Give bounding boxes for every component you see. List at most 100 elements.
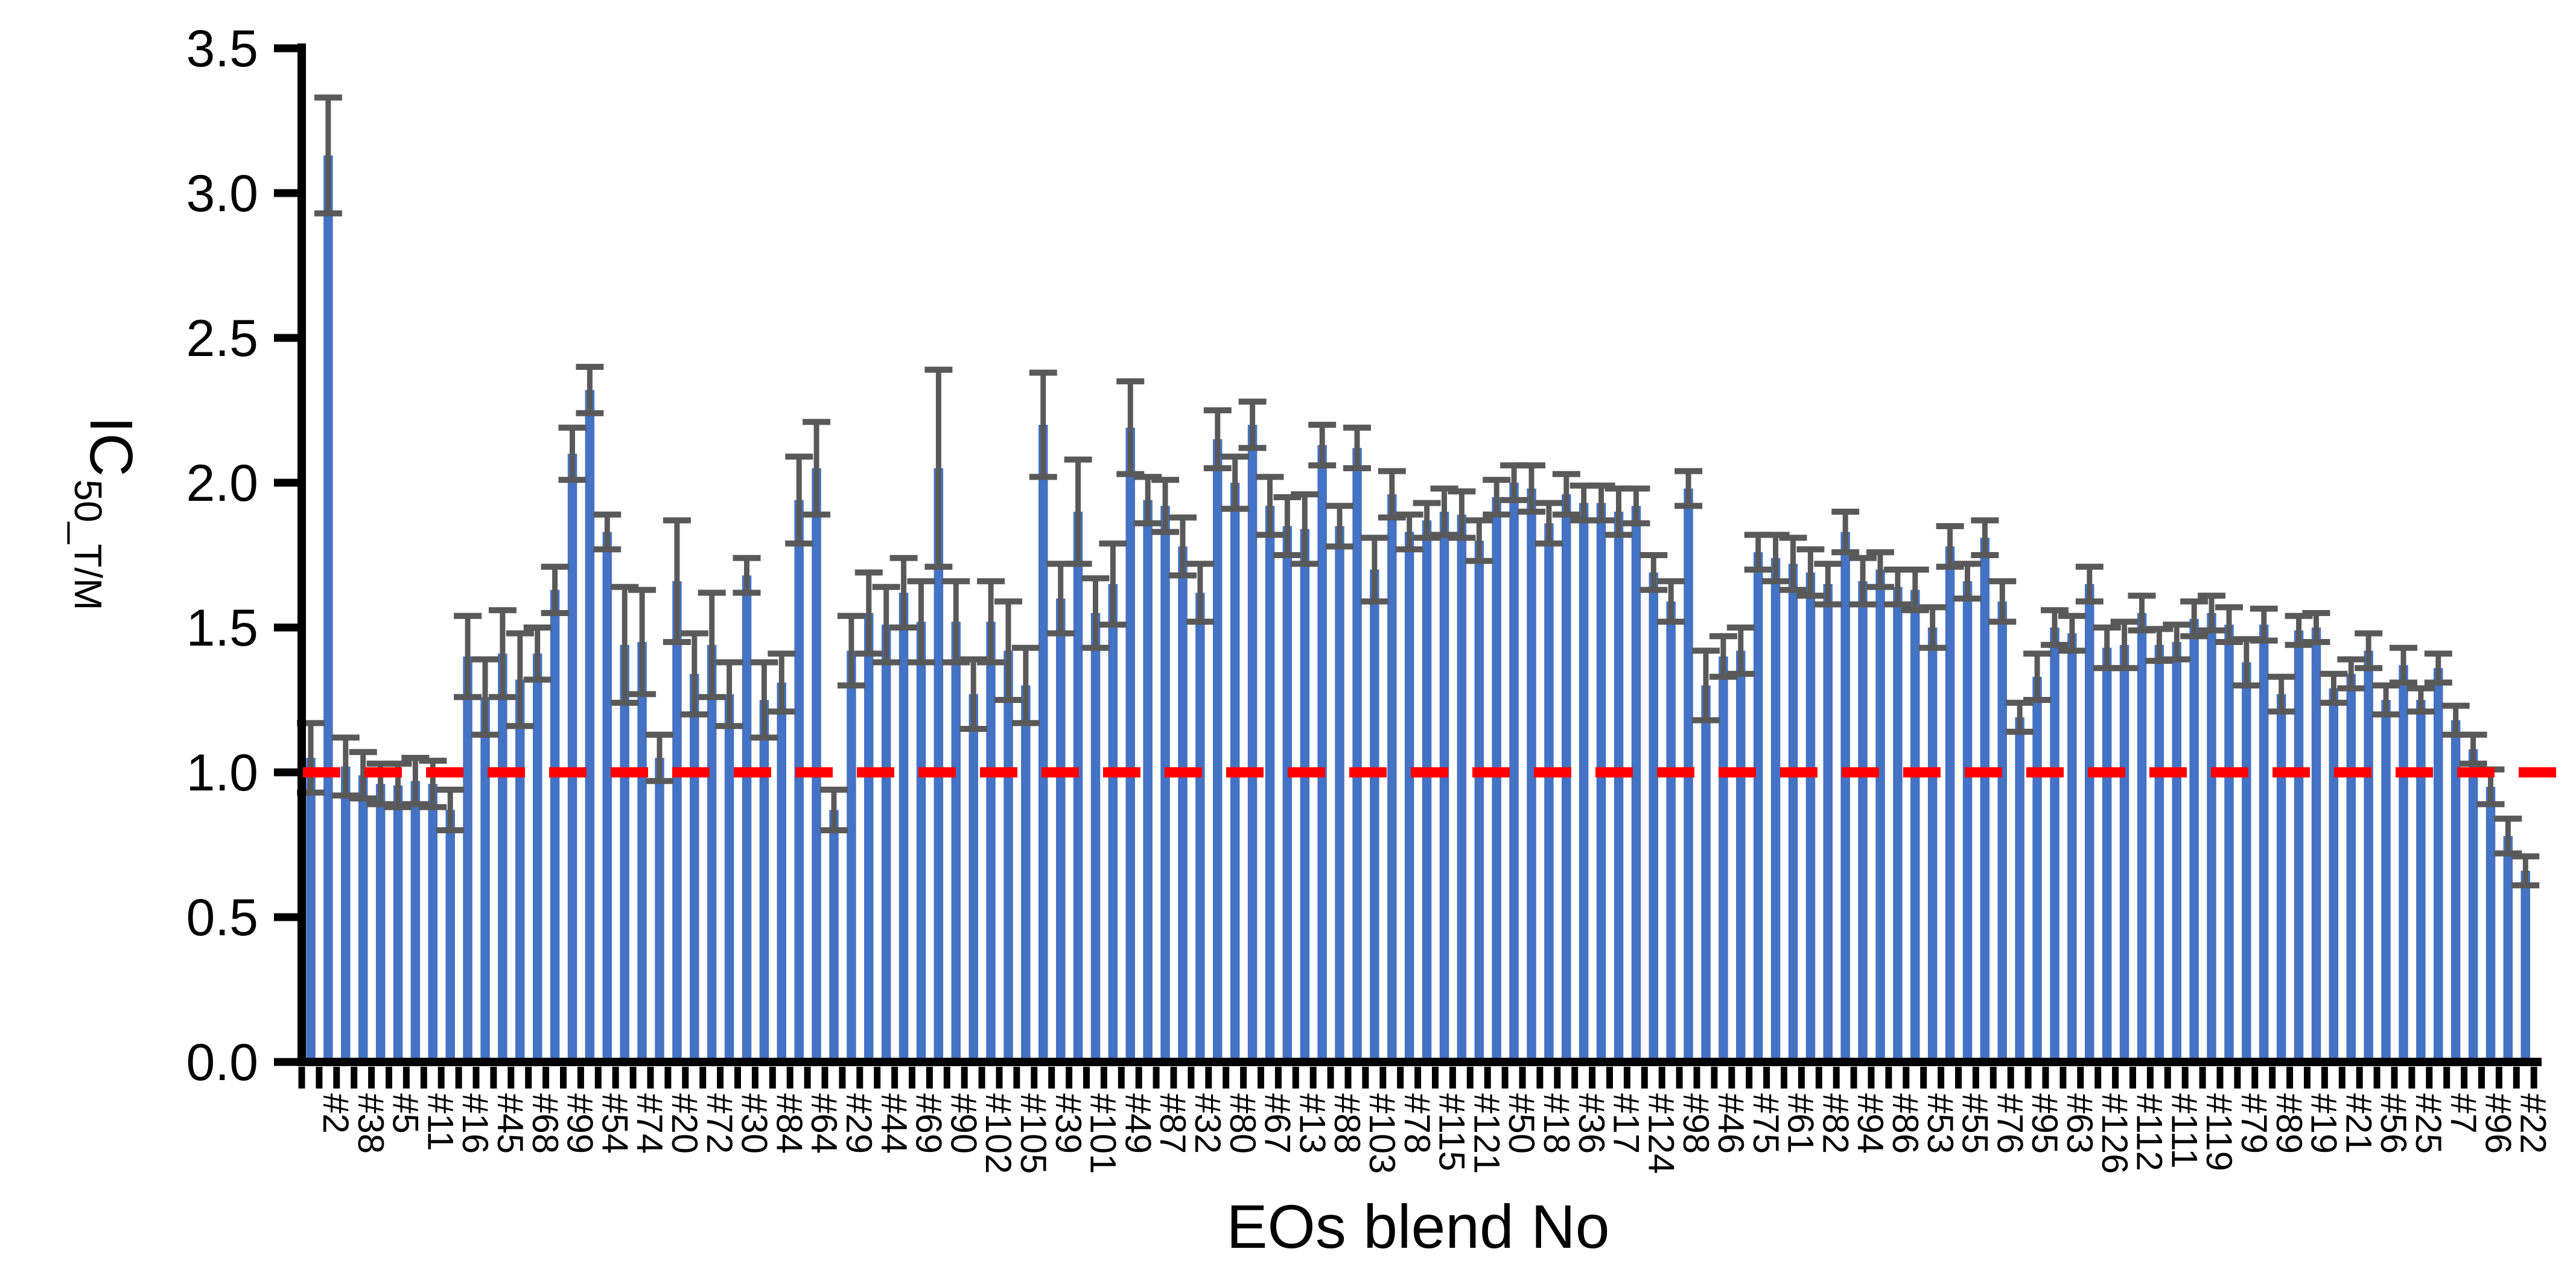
x-tick-label-44: #44	[874, 1093, 914, 1154]
x-tick-label-111: #111	[2164, 1093, 2204, 1169]
x-tick-label-13: #13	[1292, 1093, 1332, 1154]
bar-19	[2294, 630, 2304, 1062]
bar-u10	[463, 656, 472, 1062]
bar-111	[2154, 644, 2164, 1062]
bar-u102	[2067, 633, 2077, 1062]
bar-u112	[2242, 662, 2251, 1062]
bar-17	[1596, 503, 1606, 1062]
x-tick-label-95: #95	[2024, 1093, 2065, 1154]
error-bars-group	[297, 94, 2540, 889]
x-tick-label-32: #32	[1188, 1093, 1228, 1154]
bar-94	[1840, 532, 1850, 1062]
x-tick-label-94: #94	[1850, 1093, 1891, 1154]
bar-38	[341, 766, 351, 1062]
x-tick-label-119: #119	[2199, 1093, 2239, 1171]
bar-75	[1736, 650, 1746, 1062]
x-tick-label-7: #7	[2443, 1093, 2484, 1134]
y-tick-label: 2.5	[186, 310, 258, 367]
y-axis-title-main: IC	[77, 416, 145, 477]
bar-u52	[1195, 593, 1205, 1062]
x-tick-label-101: #101	[1083, 1093, 1124, 1174]
bar-u106	[2137, 613, 2147, 1062]
bar-u94	[1927, 628, 1938, 1062]
x-tick-label-99: #99	[560, 1093, 600, 1154]
x-tick-label-88: #88	[1327, 1093, 1367, 1154]
y-tick-label: 3.5	[186, 20, 258, 78]
x-tick-label-74: #74	[629, 1093, 670, 1154]
x-tick-label-16: #16	[455, 1093, 495, 1154]
x-tick-label-20: #20	[664, 1093, 705, 1154]
bar-u124	[2450, 720, 2461, 1062]
bar-u72	[1544, 523, 1554, 1062]
bar-u100	[2032, 676, 2042, 1062]
y-tick-label: 2.0	[186, 454, 258, 512]
bar-u78	[1649, 572, 1658, 1062]
bar-54	[585, 390, 595, 1062]
x-tick-label-72: #72	[699, 1093, 740, 1154]
bar-126	[2085, 584, 2094, 1062]
bar-u76	[1614, 512, 1624, 1062]
x-tick-label-25: #25	[2408, 1093, 2449, 1154]
bar-115	[1422, 520, 1432, 1062]
x-tick-label-22: #22	[2513, 1093, 2553, 1154]
x-tick-label-64: #64	[804, 1093, 844, 1154]
bar-101	[1073, 512, 1083, 1062]
bar-50	[1492, 497, 1501, 1062]
x-tick-label-82: #82	[1815, 1093, 1856, 1154]
bar-84	[759, 700, 769, 1062]
bar-61	[1770, 558, 1781, 1062]
bar-u86	[1788, 564, 1798, 1062]
x-tick-label-49: #49	[1118, 1093, 1158, 1154]
bar-u98	[1997, 601, 2007, 1062]
bar-u8	[428, 784, 437, 1062]
bar-72	[690, 673, 699, 1062]
bar-u42	[1021, 685, 1031, 1062]
bar-u68	[1474, 541, 1484, 1062]
bar-u118	[2346, 673, 2356, 1062]
bar-25	[2399, 665, 2408, 1062]
x-tick-label-50: #50	[1501, 1093, 1542, 1154]
bar-74	[620, 644, 629, 1062]
bar-39	[1038, 425, 1048, 1062]
bar-87	[1143, 500, 1153, 1062]
bar-u24	[707, 644, 717, 1062]
bar-u6	[393, 785, 403, 1062]
x-tick-label-124: #124	[1641, 1093, 1681, 1174]
bar-55	[1945, 546, 1955, 1062]
bar-u66	[1439, 512, 1449, 1062]
x-tick-label-90: #90	[943, 1093, 984, 1154]
bar-u64	[1404, 532, 1414, 1062]
y-tick-label: 3.0	[186, 165, 258, 223]
bar-u84	[1753, 552, 1763, 1062]
bar-u34	[881, 625, 891, 1062]
bar-7	[2434, 668, 2443, 1062]
bar-16	[445, 810, 455, 1062]
x-tick-label-112: #112	[2129, 1093, 2170, 1171]
bar-90	[933, 468, 944, 1062]
bar-u58	[1300, 529, 1310, 1062]
bar-u38	[951, 621, 961, 1062]
bar-u74	[1579, 503, 1589, 1062]
x-tick-label-19: #19	[2304, 1093, 2344, 1154]
bar-21	[2329, 688, 2339, 1062]
x-tick-label-87: #87	[1153, 1093, 1193, 1154]
bar-u114	[2276, 694, 2286, 1062]
bar-121	[1457, 514, 1467, 1062]
bar-80	[1213, 439, 1223, 1062]
bar-99	[550, 590, 560, 1062]
bar-u16	[567, 454, 577, 1062]
x-tick-label-76: #76	[1989, 1093, 2030, 1154]
bar-103	[1352, 448, 1362, 1062]
y-tick-label: 0.0	[186, 1034, 258, 1092]
bar-53	[1910, 590, 1920, 1062]
x-tick-label-56: #56	[2373, 1093, 2414, 1154]
bar-u116	[2311, 628, 2321, 1062]
x-tick-label-80: #80	[1223, 1093, 1263, 1154]
x-tick-label-54: #54	[594, 1093, 635, 1154]
bar-76	[1980, 538, 1990, 1062]
bar-67	[1247, 425, 1258, 1062]
bar-u32	[847, 650, 856, 1062]
x-tick-label-96: #96	[2478, 1093, 2519, 1154]
bar-u28	[777, 682, 786, 1062]
bar-u104	[2102, 647, 2112, 1062]
